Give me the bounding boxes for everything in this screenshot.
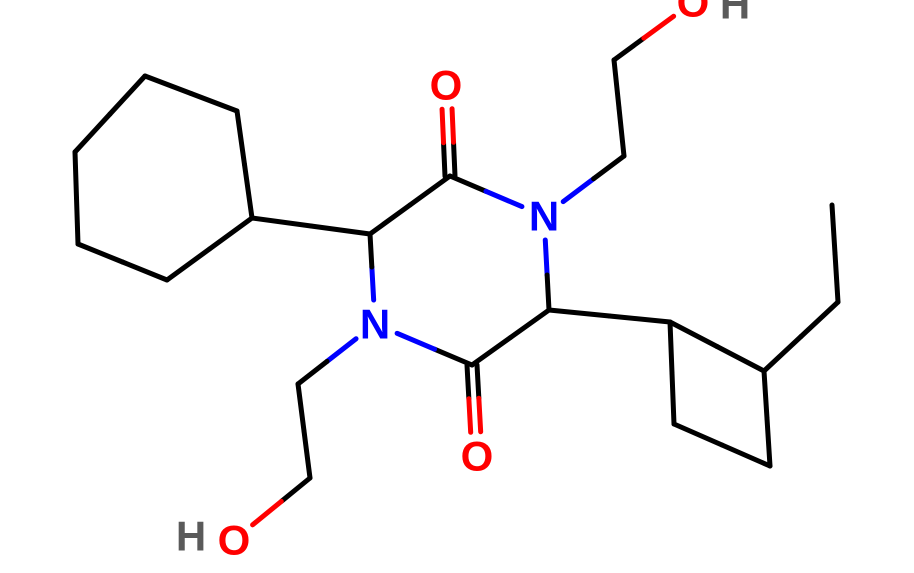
bond [472, 338, 511, 366]
bond [298, 384, 304, 431]
bond [479, 398, 481, 432]
molecule-diagram: NNOOOHOH [0, 0, 914, 573]
bond [311, 226, 370, 234]
bond [75, 152, 77, 198]
bond [619, 108, 624, 156]
bond [210, 218, 253, 249]
atom-O: O [677, 0, 710, 26]
atom-H: H [720, 0, 750, 28]
bond [370, 234, 372, 267]
bond [545, 240, 547, 275]
bond [452, 109, 453, 143]
bond [549, 310, 610, 316]
bond [674, 424, 722, 445]
bond [450, 176, 486, 191]
bond [511, 310, 550, 338]
bond [110, 76, 145, 114]
bond [327, 339, 356, 362]
bond [167, 249, 210, 280]
bond [304, 431, 310, 478]
bond [372, 267, 374, 300]
bond [563, 179, 593, 202]
bond [281, 478, 310, 501]
bond [469, 399, 471, 433]
bond [672, 373, 674, 424]
atom-N: N [529, 193, 559, 240]
bond [764, 337, 801, 372]
bond [252, 218, 311, 226]
bond [77, 198, 79, 244]
bond [670, 322, 717, 347]
bond [78, 244, 123, 262]
bond [253, 501, 282, 524]
bond [370, 205, 410, 234]
atom-O: O [218, 517, 251, 564]
bond [145, 76, 191, 94]
bond [191, 94, 237, 112]
bond [722, 445, 770, 466]
bond [670, 322, 672, 373]
atom-O: O [461, 433, 494, 480]
bond [454, 142, 455, 176]
bond [442, 109, 443, 143]
bond [410, 176, 450, 205]
bond [477, 365, 479, 399]
bond [717, 347, 764, 372]
bond [123, 262, 168, 280]
bond [644, 16, 674, 38]
bond [435, 349, 472, 365]
atom-N: N [360, 301, 390, 348]
bond [594, 156, 624, 179]
bond [444, 143, 445, 177]
bond [801, 302, 838, 337]
bond [547, 275, 549, 310]
bond [467, 365, 469, 399]
bond [486, 191, 522, 206]
bond [832, 205, 835, 254]
bond [764, 371, 767, 419]
bond [237, 111, 245, 165]
atom-O: O [430, 62, 463, 109]
bond [245, 165, 253, 219]
bond [614, 38, 644, 60]
bond [75, 114, 110, 152]
bond [614, 60, 619, 108]
bond [767, 419, 770, 467]
bond [298, 361, 327, 384]
bond [610, 316, 671, 322]
bond [397, 333, 434, 349]
atom-H: H [176, 513, 206, 560]
bond [835, 254, 838, 303]
